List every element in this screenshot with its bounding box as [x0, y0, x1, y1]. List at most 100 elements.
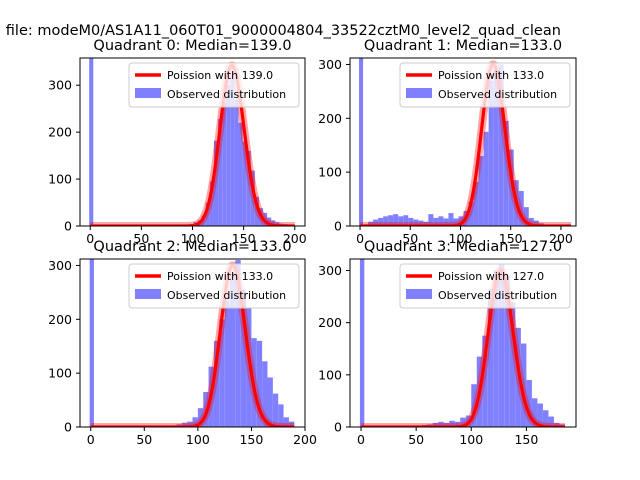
histogram-bar — [542, 410, 549, 427]
histogram-bar — [234, 99, 239, 226]
x-tick-label: 150 — [499, 231, 523, 246]
histogram-bar — [432, 422, 439, 427]
histogram-bar — [508, 149, 514, 226]
y-tick-label: 0 — [334, 219, 342, 234]
x-tick-label: 0 — [87, 432, 95, 447]
histogram-bar — [493, 270, 499, 427]
x-tick-label: 100 — [459, 432, 483, 447]
histogram-bar — [518, 191, 524, 226]
histogram-bar — [433, 217, 439, 226]
x-tick-label: 50 — [408, 432, 424, 447]
histogram-bar — [398, 216, 404, 226]
histogram-bar — [443, 218, 449, 226]
x-tick-label: 200 — [283, 231, 307, 246]
histogram-bar — [181, 422, 188, 427]
legend-observed-swatch — [135, 88, 161, 98]
histogram-bar — [267, 377, 273, 427]
x-tick-label: 200 — [549, 231, 573, 246]
x-tick-label: 100 — [449, 231, 473, 246]
legend-fit-label: Poission with 127.0 — [438, 270, 544, 283]
chart-title: Quadrant 3: Median=127.0 — [364, 239, 562, 255]
y-tick-label: 0 — [64, 219, 72, 234]
chart-title: Quadrant 2: Median=133.0 — [93, 239, 291, 255]
x-tick-label: 150 — [514, 432, 538, 447]
y-tick-label: 100 — [318, 367, 342, 382]
axes-frame — [349, 258, 577, 428]
histogram-bar — [448, 213, 454, 226]
y-tick-label: 100 — [318, 165, 342, 180]
histogram-bar — [449, 420, 455, 427]
histogram-bar — [89, 259, 94, 427]
y-tick-label: 100 — [48, 172, 72, 187]
legend-fit-label: Poission with 133.0 — [438, 69, 544, 82]
histogram-bar — [403, 215, 409, 226]
histogram-bar — [504, 275, 510, 427]
chart-panel-2: Quadrant 2: Median=133.0 0 50 100 150 200 0 100… — [48, 239, 317, 447]
legend-observed-swatch — [406, 289, 432, 299]
y-tick-label: 0 — [64, 420, 72, 435]
histogram-bar — [553, 422, 560, 427]
axes-frame — [349, 57, 577, 227]
legend-observed-swatch — [406, 88, 432, 98]
histogram-bar — [230, 74, 235, 226]
x-tick-label: 0 — [357, 432, 365, 447]
y-tick-label: 200 — [48, 125, 72, 140]
y-tick-label: 200 — [48, 312, 72, 327]
histogram-bar — [443, 422, 450, 427]
histogram-bar — [520, 343, 527, 427]
histogram-bar — [393, 214, 399, 226]
y-tick-label: 300 — [318, 263, 342, 278]
y-tick-label: 300 — [48, 78, 72, 93]
histogram-bar — [458, 216, 464, 226]
histogram-bar — [509, 301, 516, 427]
histogram-bar — [413, 219, 419, 226]
chart-title: Quadrant 0: Median=139.0 — [93, 38, 291, 54]
legend-box — [128, 62, 300, 108]
x-tick-label: 200 — [293, 432, 317, 447]
chart-panel-3: Quadrant 3: Median=127.0 0 50 100 150 0 100 200… — [318, 239, 577, 447]
histogram-bar — [438, 216, 444, 226]
histogram-bar — [548, 416, 554, 427]
histogram-bar — [453, 218, 459, 226]
histogram-bar — [498, 64, 504, 226]
histogram-bar — [373, 219, 379, 226]
histogram-bar — [250, 170, 255, 226]
y-tick-label: 200 — [318, 111, 342, 126]
histogram-bar — [219, 319, 225, 427]
histogram-bar — [222, 103, 227, 226]
plot-area — [358, 259, 568, 427]
y-tick-label: 200 — [318, 315, 342, 330]
x-tick-label: 150 — [239, 432, 263, 447]
histogram-bar — [218, 119, 223, 226]
chart-title: Quadrant 1: Median=133.0 — [364, 38, 562, 54]
histogram-bar — [224, 300, 230, 427]
histogram-bar — [537, 403, 543, 427]
histogram-bar — [418, 220, 424, 226]
histogram-bar — [254, 196, 259, 226]
y-tick-label: 100 — [48, 366, 72, 381]
histogram-bar — [278, 404, 284, 427]
histogram-bar — [359, 259, 365, 427]
legend-observed-label: Observed distribution — [438, 88, 557, 101]
legend-observed-label: Observed distribution — [167, 289, 286, 302]
chart-panel-0: Quadrant 0: Median=139.0 0 50 100 150 200 0 100… — [48, 38, 307, 246]
legend-box — [128, 263, 300, 309]
histogram-bar — [226, 85, 231, 226]
histogram-bar — [238, 122, 243, 226]
histogram-bar — [454, 421, 461, 427]
histogram-bar — [478, 156, 484, 226]
histogram-bar — [246, 307, 252, 427]
y-tick-label: 300 — [318, 57, 342, 72]
histogram-bar — [378, 217, 384, 226]
histogram-bar — [482, 335, 488, 427]
legend-box — [399, 263, 571, 309]
chart-panel-1: Quadrant 1: Median=133.0 0 50 100 150 200 0 100… — [318, 38, 577, 246]
x-tick-label: 0 — [356, 231, 364, 246]
histogram-bar — [235, 260, 241, 427]
poisson-fit-line — [360, 268, 566, 427]
histogram-bar — [192, 417, 198, 427]
histogram-bar — [498, 264, 505, 427]
figure-suptitle: n file: modeM0/AS1A11_060T01_9000004804_… — [0, 23, 561, 39]
histogram-bar — [533, 220, 539, 226]
